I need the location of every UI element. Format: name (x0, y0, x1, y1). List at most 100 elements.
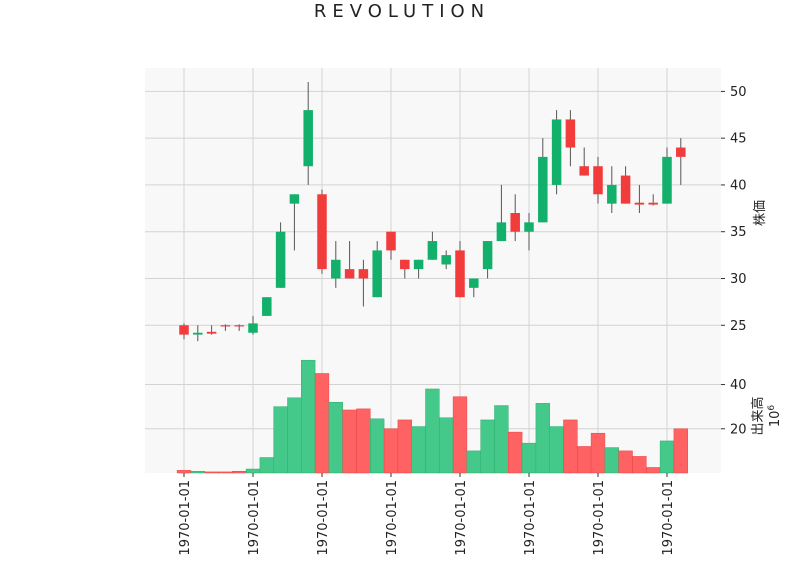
candle-body (220, 325, 231, 327)
candle-body (469, 278, 479, 288)
candle-body (358, 269, 369, 279)
candle-body (510, 213, 520, 232)
price-tick-label: 45 (730, 132, 747, 147)
candle-body (496, 222, 507, 242)
volume-bar (328, 401, 343, 474)
volume-bar (411, 426, 426, 474)
volume-bar (452, 396, 468, 474)
volume-bar (577, 446, 592, 474)
candle-body (262, 297, 272, 316)
price-panel-background (145, 68, 721, 358)
candle-body (386, 231, 396, 251)
volume-bar (273, 406, 288, 474)
candle-body (275, 231, 286, 288)
candle-body (551, 119, 562, 185)
volume-bar (370, 418, 385, 474)
price-tick-label: 40 (730, 178, 747, 193)
x-tick-label: 1970-01-01 (661, 480, 676, 556)
x-tick-label: 1970-01-01 (592, 480, 607, 556)
volume-scale-base: 10 (768, 411, 783, 428)
candle-body (289, 194, 300, 204)
volume-bar (590, 432, 606, 474)
candle-body (441, 255, 451, 265)
price-tick-label: 25 (730, 319, 747, 334)
volume-bar (259, 457, 274, 474)
volume-bar (521, 442, 537, 474)
price-tick-label: 35 (730, 225, 747, 240)
x-tick-label: 1970-01-01 (385, 480, 400, 556)
candle-body (676, 147, 686, 157)
volume-bar (480, 419, 495, 474)
volume-bar (673, 428, 688, 474)
x-tick-label: 1970-01-01 (247, 480, 262, 556)
volume-bar (659, 440, 675, 474)
candle-body (179, 325, 189, 335)
price-tick-label: 30 (730, 272, 747, 287)
candle-body (372, 250, 382, 298)
x-tick-label: 1970-01-01 (454, 480, 469, 556)
candle-body (607, 184, 617, 204)
volume-bar (646, 467, 661, 474)
volume-bar (204, 471, 219, 474)
candle-body (234, 325, 244, 327)
candle-body (413, 259, 424, 270)
volume-bar (508, 431, 523, 474)
candle-body (565, 119, 576, 148)
price-tick-label: 50 (730, 85, 747, 100)
volume-scale-label: 106 (767, 405, 783, 428)
volume-bar (535, 403, 550, 474)
volume-bar (439, 417, 454, 474)
volume-bar (425, 388, 440, 474)
volume-tick-label: 40 (730, 378, 747, 393)
volume-bar (494, 405, 509, 474)
volume-scale-exponent: 6 (767, 405, 777, 411)
candle-body (344, 269, 355, 279)
candle-body (303, 110, 313, 167)
x-axis-ticks: 1970-01-01 1970-01-01 1970-01-01 1970-01-01… (178, 473, 676, 556)
volume-tick-label: 20 (730, 422, 747, 437)
candle-body (593, 166, 603, 195)
volume-bar (397, 419, 412, 474)
volume-bar (356, 408, 371, 474)
volume-bar (314, 373, 330, 474)
volume-bar (632, 456, 647, 474)
volume-bar (549, 426, 564, 474)
candle-body (482, 241, 493, 270)
chart-title: REVOLUTION (314, 1, 490, 22)
volume-bar (604, 447, 619, 474)
volume-bar (563, 419, 578, 474)
candle-body (579, 166, 589, 176)
price-y-axis-ticks: 25 30 35 40 45 50 (721, 85, 747, 334)
candle-body (455, 250, 465, 298)
volume-bar (301, 359, 316, 474)
volume-bar (190, 470, 205, 474)
volume-bar (342, 409, 357, 474)
volume-bar (618, 450, 633, 474)
volume-bar (232, 470, 247, 474)
candle-body (620, 175, 631, 204)
candle-body (538, 156, 548, 223)
candle-body (648, 202, 658, 205)
volume-bar (466, 450, 481, 474)
candle-body (400, 259, 410, 270)
candles-layer (179, 82, 686, 342)
candle-body (331, 259, 341, 279)
candle-body (317, 194, 327, 270)
candle-body (634, 202, 645, 205)
volume-bar (287, 397, 302, 474)
candle-body (427, 241, 438, 260)
candle-body (524, 222, 534, 232)
candle-body (662, 156, 672, 204)
candle-body (193, 332, 203, 335)
volume-bar (383, 428, 399, 474)
volume-bar (176, 470, 192, 474)
x-tick-label: 1970-01-01 (178, 480, 193, 556)
volume-y-axis-label: 出来高 (750, 396, 766, 435)
candle-body (206, 331, 217, 334)
x-tick-label: 1970-01-01 (523, 480, 538, 556)
x-tick-label: 1970-01-01 (316, 480, 331, 556)
volume-bar (218, 471, 233, 474)
candle-body (248, 323, 258, 333)
price-y-axis-label: 株価 (753, 200, 768, 226)
